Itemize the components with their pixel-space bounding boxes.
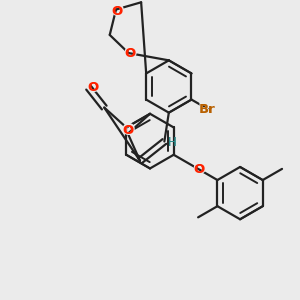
Text: O: O (112, 4, 123, 17)
Text: O: O (112, 4, 123, 17)
Text: Br: Br (199, 103, 216, 116)
Text: O: O (122, 124, 134, 136)
Text: O: O (123, 124, 133, 136)
Text: O: O (86, 80, 100, 95)
Text: Br: Br (197, 102, 217, 117)
Text: O: O (124, 46, 136, 60)
Text: O: O (87, 81, 99, 94)
Text: O: O (122, 124, 134, 136)
Text: O: O (193, 163, 204, 176)
Text: O: O (122, 124, 134, 136)
Text: H: H (168, 136, 177, 149)
Text: O: O (121, 123, 135, 138)
Text: O: O (87, 81, 99, 94)
Text: O: O (124, 46, 136, 60)
Text: O: O (192, 162, 206, 177)
Text: O: O (111, 4, 124, 19)
Text: H: H (167, 136, 176, 149)
Text: O: O (123, 46, 137, 61)
Text: O: O (193, 163, 204, 176)
Text: Br: Br (199, 103, 216, 116)
